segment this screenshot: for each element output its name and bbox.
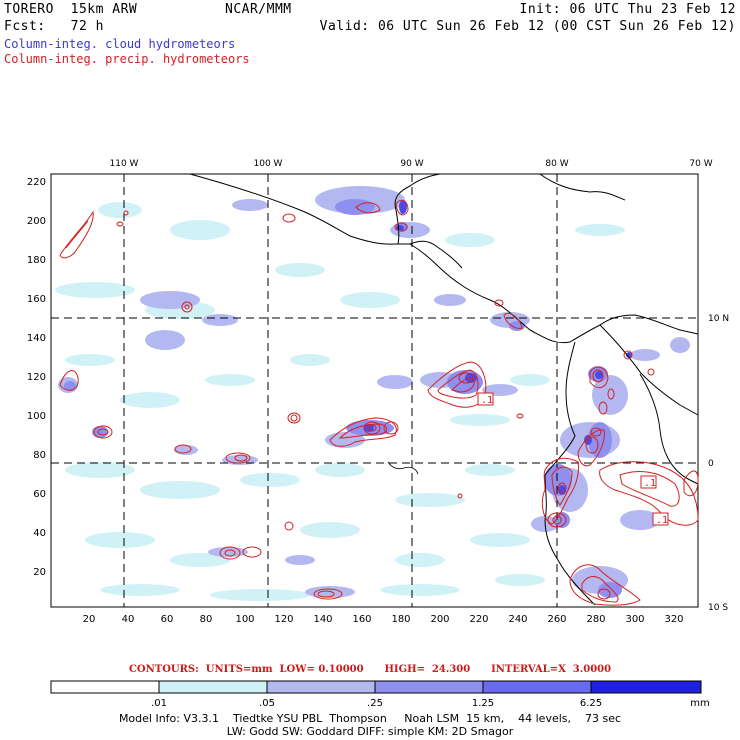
contour-label-2: .1 [644, 478, 656, 489]
lon-label: 110 W [110, 159, 139, 169]
colorbar-bin [482, 680, 592, 694]
bottom-tick-label: 160 [352, 614, 371, 625]
bottom-tick-label: 80 [200, 614, 213, 625]
center-name: NCAR/MMM [225, 2, 292, 17]
left-tick-label: 140 [27, 333, 46, 344]
contour-label-3: .1 [656, 515, 668, 526]
coastlines [189, 173, 699, 606]
contour-labels: .1 .1 .1 [477, 392, 669, 526]
lat-label: 10 N [708, 314, 729, 324]
contour-label-1: .1 [481, 395, 493, 406]
colorbar-labels: .01 .05 .25 1.25 6.25 mm [151, 698, 710, 709]
bottom-tick-label: 60 [161, 614, 174, 625]
colorbar-label: .25 [367, 698, 383, 709]
lat-label: 10 S [708, 603, 728, 613]
colorbar-label: .01 [151, 698, 167, 709]
colorbar [50, 680, 702, 694]
bottom-tick-label: 100 [235, 614, 254, 625]
colorbar-bin [266, 680, 376, 694]
left-axis: 220 200 180 160 140 120 100 80 60 40 20 [27, 177, 46, 578]
colorbar-bin [590, 680, 702, 694]
bottom-tick-label: 200 [430, 614, 449, 625]
precip-contours [59, 199, 699, 606]
init-time: Init: 06 UTC Thu 23 Feb 12 [519, 2, 736, 17]
right-axis: 10 N 0 10 S [708, 314, 729, 613]
left-tick-label: 100 [27, 411, 46, 422]
left-tick-label: 20 [33, 567, 46, 578]
lon-label: 90 W [400, 159, 423, 169]
bottom-tick-label: 120 [274, 614, 293, 625]
bottom-tick-label: 140 [313, 614, 332, 625]
left-tick-label: 40 [33, 528, 46, 539]
bottom-tick-label: 180 [391, 614, 410, 625]
left-tick-label: 120 [27, 372, 46, 383]
bottom-tick-label: 40 [122, 614, 135, 625]
map-frame [50, 173, 699, 608]
cloud-legend: Column-integ. cloud hydrometeors [4, 37, 236, 51]
colorbar-label: .05 [259, 698, 275, 709]
shade-light [55, 202, 625, 601]
bottom-tick-label: 320 [664, 614, 683, 625]
contours-info: CONTOURS: UNITS=mm LOW= 0.10000 HIGH= 24… [128, 664, 612, 675]
left-tick-label: 80 [33, 450, 46, 461]
bottom-axis: 20 40 60 80 100 120 140 160 180 200 220 … [83, 614, 684, 625]
model-info-line2: LW: Godd SW: Goddard DIFF: simple KM: 2D… [226, 725, 514, 738]
bottom-tick-label: 220 [469, 614, 488, 625]
model-info-line1: Model Info: V3.3.1 Tiedtke YSU PBL Thomp… [118, 712, 622, 725]
model-name: TORERO 15km ARW [4, 2, 138, 17]
colorbar-bin [374, 680, 484, 694]
colorbar-label: 6.25 [580, 698, 602, 709]
lon-label: 70 W [689, 159, 712, 169]
precip-legend: Column-integ. precip. hydrometeors [4, 52, 250, 66]
bottom-tick-label: 260 [547, 614, 566, 625]
colorbar-label: 1.25 [472, 698, 494, 709]
colorbar-units: mm [690, 698, 709, 709]
colorbar-bin [158, 680, 268, 694]
left-tick-label: 180 [27, 255, 46, 266]
lon-label: 80 W [545, 159, 568, 169]
colorbar-bin [50, 680, 160, 694]
bottom-tick-label: 280 [586, 614, 605, 625]
forecast-hour: Fcst: 72 h [4, 19, 104, 34]
left-tick-label: 220 [27, 177, 46, 188]
lon-label: 100 W [254, 159, 283, 169]
graticule [51, 174, 698, 607]
bottom-tick-label: 240 [508, 614, 527, 625]
valid-time: Valid: 06 UTC Sun 26 Feb 12 (00 CST Sun … [319, 19, 736, 34]
left-tick-label: 200 [27, 216, 46, 227]
bottom-tick-label: 300 [625, 614, 644, 625]
top-axis: 110 W 100 W 90 W 80 W 70 W [110, 159, 713, 169]
left-tick-label: 160 [27, 294, 46, 305]
left-tick-label: 60 [33, 489, 46, 500]
lat-label: 0 [708, 459, 714, 469]
bottom-tick-label: 20 [83, 614, 96, 625]
